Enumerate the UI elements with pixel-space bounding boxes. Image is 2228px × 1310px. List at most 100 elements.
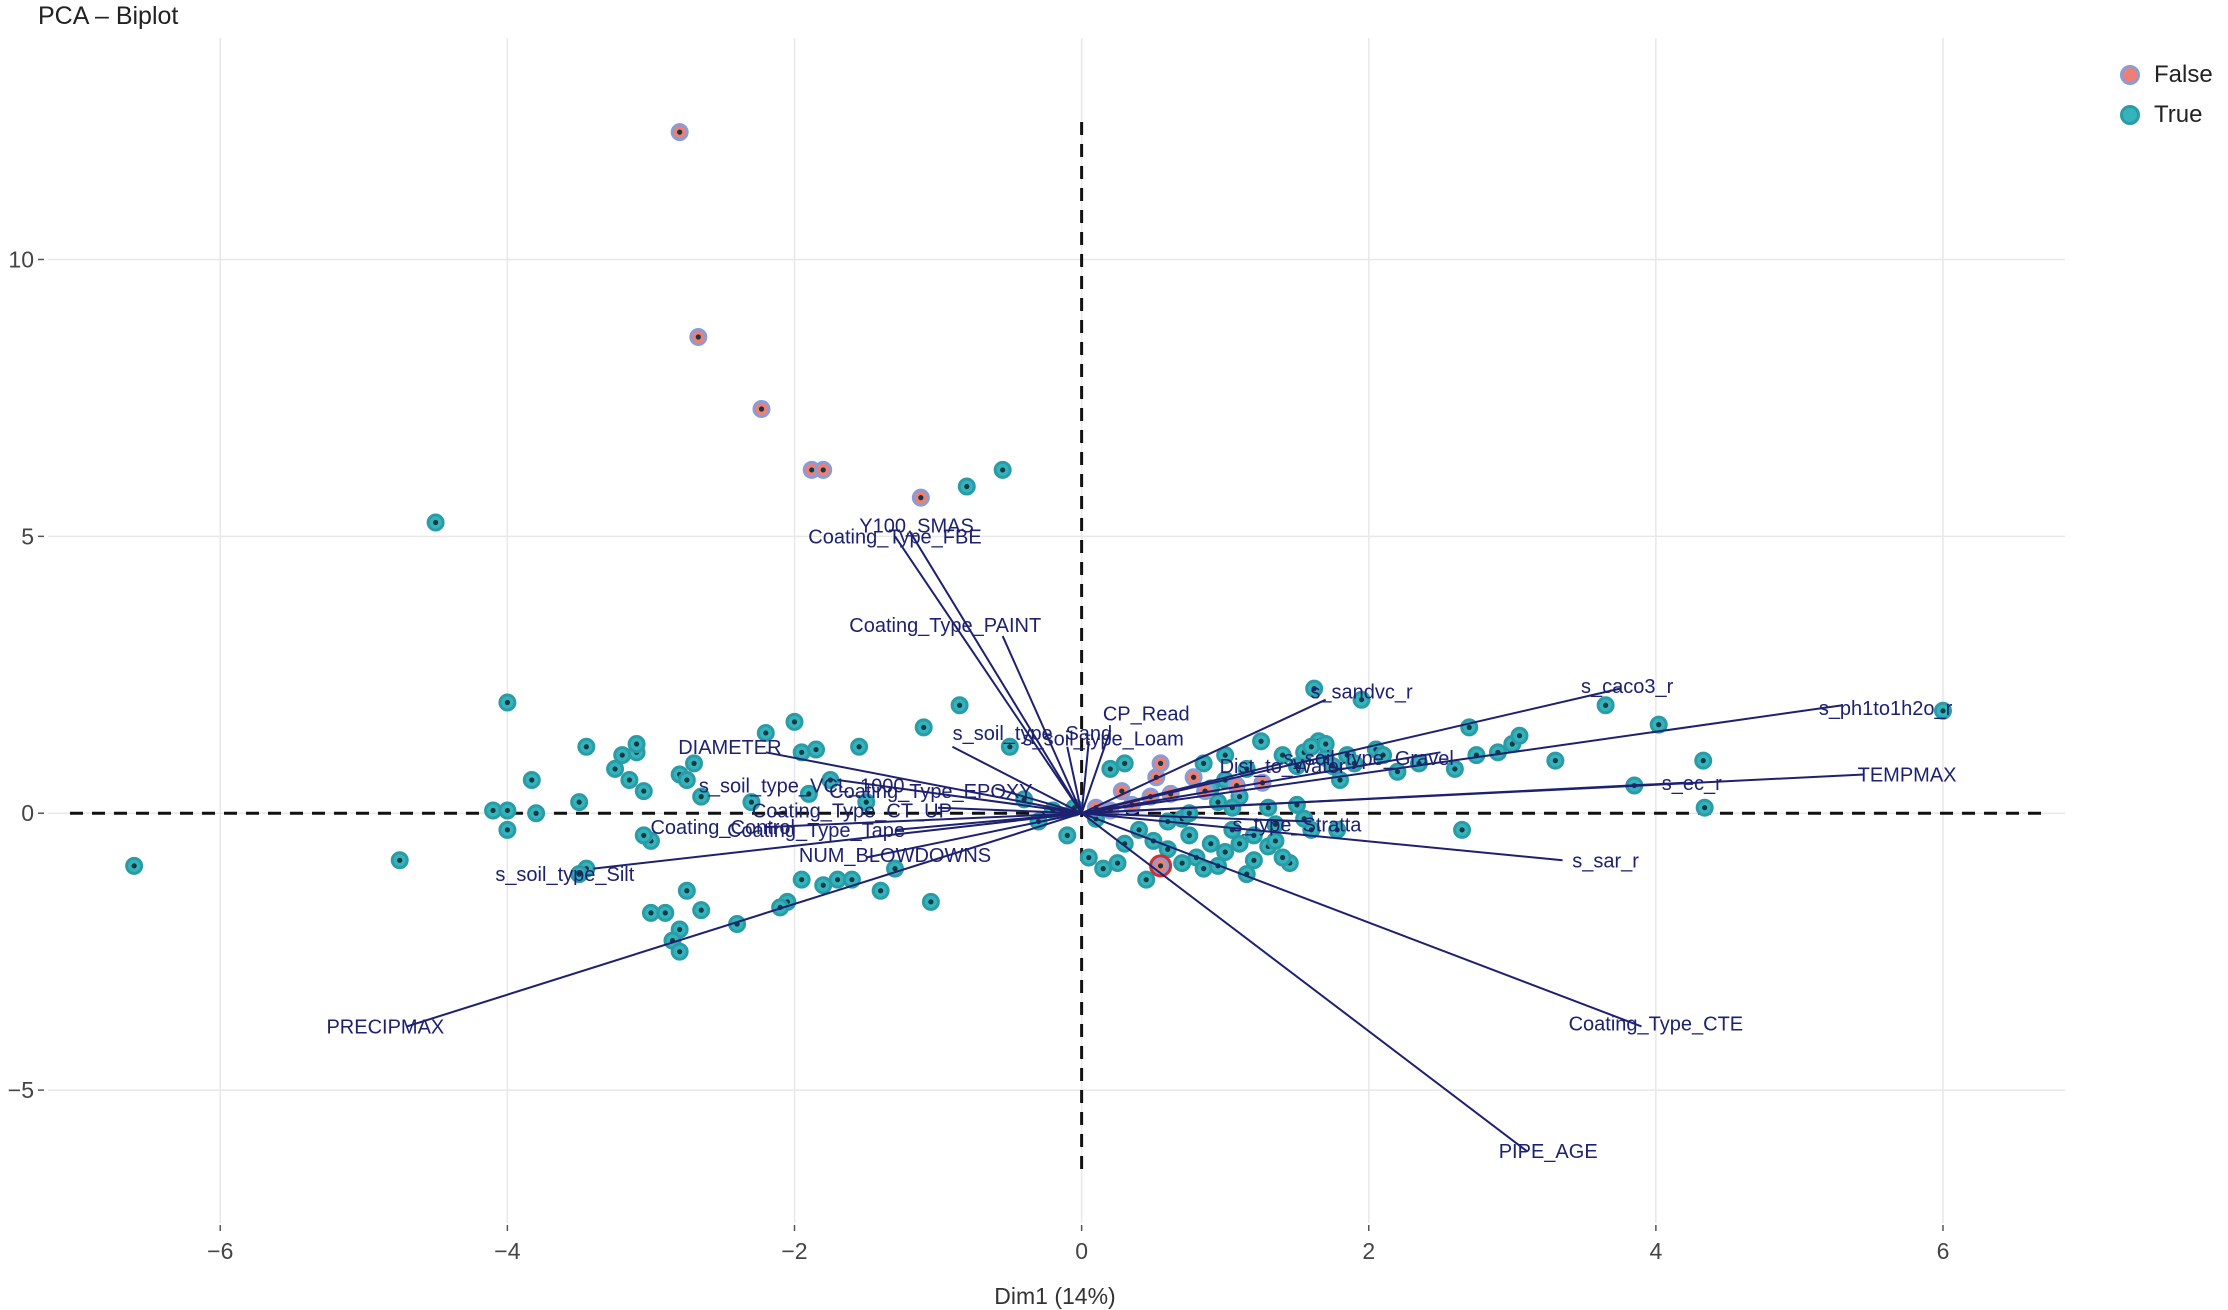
point-true-center [834,877,841,883]
point-true-center [1323,741,1329,747]
legend-false-swatch [2120,65,2140,85]
point-true-center [1380,752,1386,758]
point-true-center [813,746,819,753]
loading-label: DIAMETER [678,737,781,759]
point-true-center [799,749,805,755]
point-true-center [1940,708,1946,714]
point-true-center [1021,796,1027,802]
loading-arrow [938,806,1082,815]
loading-label: PRECIPMAX [326,1016,444,1038]
legend: False True [2120,55,2213,135]
point-true-center [1337,777,1343,783]
x-tick-label: −2 [781,1238,807,1264]
point-true-center [626,777,633,783]
point-false-center [918,495,924,501]
loading-arrow [406,812,1082,1028]
legend-item-false[interactable]: False [2120,55,2213,95]
loading-arrow [894,812,1082,831]
loading-label: Coating_Type_PAINT [849,615,1041,637]
point-true-center [529,777,535,783]
point-true-center [1603,702,1609,708]
loading-label: s_caco3_r [1581,676,1674,698]
y-tick-label: 0 [21,800,34,826]
loading-arrow [1080,741,1090,814]
point-true-center [504,827,510,833]
point-true-center [504,807,510,814]
point-true-center [1086,854,1092,861]
point-true-center [1358,697,1365,703]
point-true-center [1165,846,1171,852]
loading-arrow [1081,812,1642,1028]
loading-label: Coating_Type_CT_UP [752,800,952,822]
loading-arrow [951,745,1083,815]
point-true-center [1201,760,1207,766]
loading-arrow [765,751,1082,815]
point-true-center [921,724,927,731]
grid-lines [48,38,2065,1223]
point-true-center [1702,805,1708,811]
point-true-center [1516,733,1523,739]
loading-label: s_ph1to1h2o_r [1819,698,1953,720]
point-true-center [698,907,704,913]
loading-label: Coating_Type_FBE [808,526,981,548]
loading-arrow [908,530,1083,814]
loading-label: Coating_Type_EPOXY [829,781,1032,803]
loading-arrow [1081,812,1563,862]
loading-label: s_soil_type_Gravel [1284,748,1454,770]
y-tick-label: 5 [21,523,34,549]
legend-true-label: True [2154,101,2203,128]
point-true-center [576,871,582,877]
loading-label: s_soil_type_Loam [1023,728,1184,750]
loading-label: Dist_to_Water [1220,756,1346,778]
loading-label: s_soil_type_VCL_1000 [699,776,905,798]
point-true-center [1265,805,1271,811]
loading-label: s_sandvc_r [1310,681,1413,703]
loading-arrow [1001,635,1083,814]
point-true-center [1000,467,1006,473]
point-true-center [1143,877,1149,883]
point-true-center [1311,686,1317,692]
x-tick-label: −6 [207,1238,233,1264]
point-true-center [131,863,137,869]
point-true-center [1179,860,1185,866]
point-true-center [964,483,970,490]
x-tick-label: 4 [1649,1238,1662,1264]
point-true-center [490,807,496,814]
legend-item-true[interactable]: True [2120,95,2213,135]
point-true-center [1452,766,1458,772]
point-true-center [1344,752,1350,758]
point-true-center [1258,738,1264,744]
x-tick-label: 2 [1362,1238,1375,1264]
point-true-center [648,910,654,916]
legend-true-swatch [2120,105,2140,125]
loading-arrow [1081,812,1312,823]
point-true-center [827,777,833,783]
point-true-center [763,730,769,736]
point-false-center [695,334,701,340]
point-true-center [1244,766,1250,772]
point-true-center [856,744,862,750]
loading-arrow [1081,781,1685,815]
loading-arrow [1066,746,1083,814]
point-false-center [1190,774,1197,780]
point-true-center [1222,752,1228,758]
point-true-center [397,857,403,863]
loading-arrow [765,812,1082,829]
point-true-center [698,794,704,800]
point-true-center [1700,758,1706,764]
loading-label: s_soil_type [953,723,1053,745]
loading-label: s_type_Stratta [1232,814,1362,836]
x-tick-label: −4 [494,1238,520,1264]
legend-false-label: False [2154,61,2213,88]
point-true-center [1552,758,1558,764]
loading-arrows [406,530,1865,1152]
y-tick-label: 10 [8,246,34,272]
point-true-center [1064,832,1070,838]
point-true-center [1136,827,1142,833]
y-tick-label: −5 [8,1077,34,1103]
point-true-center [1100,866,1106,872]
point-true-center [1007,744,1013,750]
point-true-center [641,832,647,838]
point-true-center [1459,827,1465,833]
